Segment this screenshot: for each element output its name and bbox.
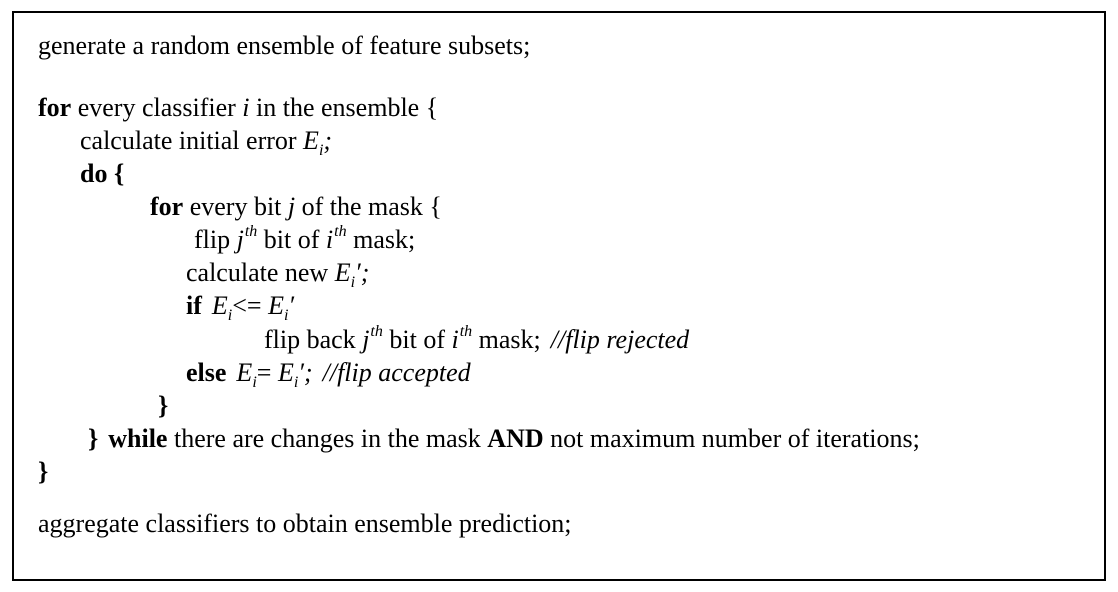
line-flip-bit: flip jth bit of ith mask; [194,223,416,254]
line-close-outer-for: } [38,457,49,486]
and-keyword: AND [487,424,544,453]
line-if-condition: if Ei<= Ei′ [186,291,295,324]
line-calc-initial-error: calculate initial error Ei; [80,126,333,159]
line-generate-ensemble: generate a random ensemble of feature su… [38,31,531,60]
algorithm-box: generate a random ensemble of feature su… [12,11,1106,581]
comment-flip-accepted: //flip accepted [322,358,471,387]
line-close-inner-for: } [158,391,169,420]
for-keyword: for [38,93,72,122]
line-do: do { [80,161,124,187]
line-calc-new-error: calculate new Ei′; [186,258,370,291]
line-for-classifier: for every classifier i in the ensemble { [38,93,439,122]
line-else: else Ei= Ei′;//flip accepted [186,358,471,391]
line-while: } while there are changes in the mask AND… [88,424,920,453]
line-flip-back: flip back jth bit of ith mask;//flip rej… [264,323,690,354]
comment-flip-rejected: //flip rejected [550,325,690,354]
do-keyword: do { [80,159,125,188]
if-keyword: if [186,291,202,320]
line-for-bits: for every bit j of the mask { [150,192,442,221]
for-keyword-inner: for [150,192,184,221]
else-keyword: else [186,358,227,387]
while-keyword: while [108,424,168,453]
line-aggregate: aggregate classifiers to obtain ensemble… [38,509,572,538]
